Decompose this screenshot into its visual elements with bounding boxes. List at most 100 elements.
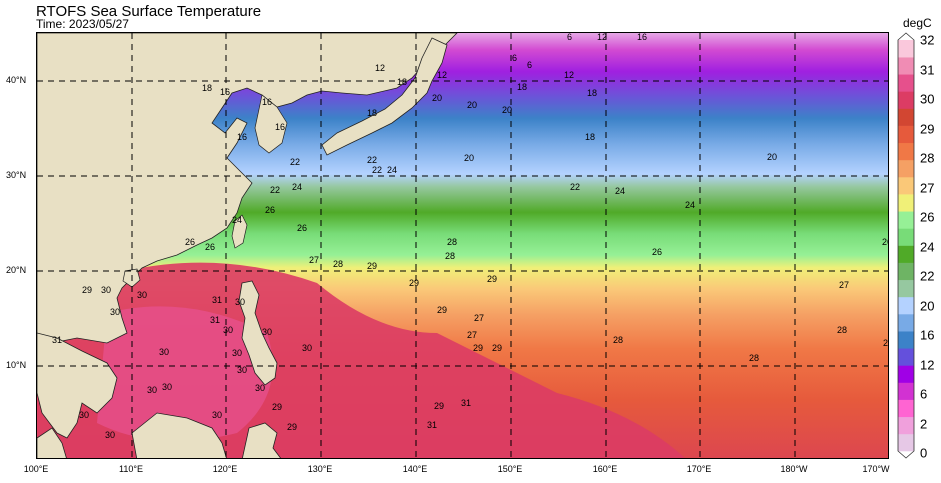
contour-label: 28 (445, 251, 455, 261)
colorbar-band (898, 348, 914, 366)
colorbar-band (898, 57, 914, 75)
contour-label: 28 (613, 335, 623, 345)
colorbar-band (898, 365, 914, 383)
contour-label: 24 (232, 215, 242, 225)
contour-label: 6 (512, 53, 517, 63)
colorbar-band (898, 382, 914, 400)
colorbar-band (898, 74, 914, 92)
contour-label: 16 (275, 122, 285, 132)
colorbar-tick-label: 2 (920, 416, 928, 431)
contour-label: 28 (447, 237, 457, 247)
colorbar-band (898, 262, 914, 281)
contour-label: 30 (237, 365, 247, 375)
colorbar-band (898, 125, 914, 144)
y-tick-label: 30°N (6, 170, 27, 180)
contour-label: 28 (883, 338, 889, 348)
contour-label: 29 (82, 285, 92, 295)
colorbar-band (898, 194, 914, 212)
contour-label: 20 (467, 100, 477, 110)
contour-label: 27 (467, 330, 477, 340)
colorbar-tick-label: 0 (920, 445, 928, 461)
colorbar-band (898, 416, 914, 435)
y-tick-label: 20°N (6, 265, 27, 275)
contour-label: 6 (527, 60, 532, 70)
x-tick-label: 110°E (119, 464, 143, 474)
colorbar-band (898, 177, 914, 195)
contour-label: 29 (272, 402, 282, 412)
contour-label: 18 (517, 82, 527, 92)
contour-label: 27 (309, 255, 319, 265)
contour-label: 27 (839, 280, 849, 290)
contour-label: 24 (292, 182, 302, 192)
x-tick-label: 170°E (686, 464, 712, 474)
colorbar-band (898, 433, 914, 452)
contour-label: 12 (375, 63, 385, 73)
colorbar-tick-label: 22 (920, 268, 935, 284)
contour-label: 22 (367, 155, 377, 165)
philippines-landmass (238, 280, 278, 386)
contour-label: 20 (502, 105, 512, 115)
colorbar-band (898, 159, 914, 178)
contour-label: 29 (437, 305, 447, 315)
x-tick-label: 140°E (402, 464, 428, 474)
colorbar-tick-label: 24 (920, 239, 935, 254)
contour-label: 29 (434, 401, 444, 411)
contour-label: 31 (461, 398, 471, 408)
contour-label: 28 (749, 353, 759, 363)
sulawesi-landmass (242, 422, 281, 458)
contour-label: 22 (570, 182, 580, 192)
contour-label: 12 (437, 70, 447, 80)
colorbar-tick-label: 12 (920, 357, 935, 372)
contour-label: 18 (367, 108, 377, 118)
contour-label: 29 (487, 274, 497, 284)
contour-label: 18 (202, 83, 212, 93)
contour-label: 30 (159, 347, 169, 357)
contour-label: 18 (587, 88, 597, 98)
colorbar-band (898, 91, 914, 109)
contour-label: 26 (185, 237, 195, 247)
contour-label: 30 (147, 385, 157, 395)
map-title: RTOFS Sea Surface Temperature (36, 3, 262, 20)
contour-label: 26 (297, 223, 307, 233)
contour-label: 30 (235, 297, 245, 307)
colorbar-band (898, 245, 914, 263)
contour-label: 18 (585, 132, 595, 142)
contour-label: 29 (473, 343, 483, 353)
korea-landmass (254, 94, 288, 154)
contour-label: 31 (52, 335, 62, 345)
contour-label: 24 (387, 165, 397, 175)
colorbar-band (898, 296, 914, 315)
colorbar-band (898, 142, 914, 161)
x-tick-label: 160°E (592, 464, 618, 474)
contour-label: 30 (137, 290, 147, 300)
contour-label: 29 (492, 343, 502, 353)
contour-label: 29 (287, 422, 297, 432)
contour-label: 18 (397, 77, 407, 87)
contour-label: 30 (302, 343, 312, 353)
contour-label: 30 (232, 348, 242, 358)
colorbar-tick-label: 27 (920, 180, 935, 195)
x-tick-label: 100°E (23, 464, 49, 474)
colorbar-unit: degC (903, 16, 932, 30)
contour-label: 30 (255, 383, 265, 393)
contour-label: 22 (290, 157, 300, 167)
contour-label: 24 (685, 200, 695, 210)
indochina-landmass (37, 332, 118, 439)
contour-label: 31 (212, 295, 222, 305)
contour-label: 30 (101, 285, 111, 295)
borneo-landmass (131, 412, 227, 458)
sst-map-panel[interactable]: 16 16 16 16 18 18 18 18 18 18 12 12 12 6 6 6 16 12 20 20 20 2… (36, 32, 889, 459)
contour-label: 31 (427, 420, 437, 430)
x-tick-label: 130°E (307, 464, 333, 474)
taiwan-landmass (231, 214, 248, 249)
colorbar-tick-label: 20 (920, 298, 935, 313)
colorbar-tick-label: 6 (920, 386, 928, 402)
contour-label: 16 (220, 87, 230, 97)
colorbar-tick-label: 16 (920, 327, 935, 343)
x-tick-label: 180°W (780, 464, 808, 474)
contour-label: 28 (333, 259, 343, 269)
contour-label: 31 (210, 315, 220, 325)
colorbar-tick-label: 29 (920, 121, 935, 136)
contour-label: 16 (237, 132, 247, 142)
